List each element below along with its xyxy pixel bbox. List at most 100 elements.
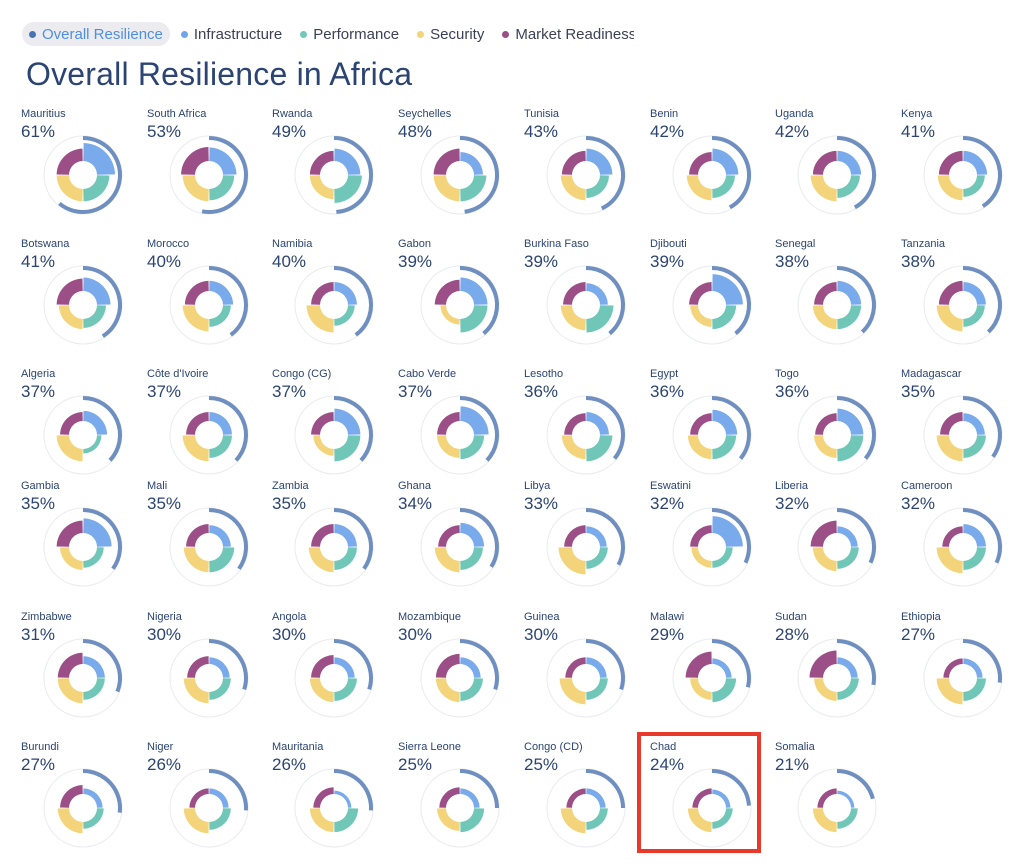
country-cell[interactable]: Mauritania 26% — [272, 741, 397, 859]
radial-chart — [294, 768, 374, 848]
infrastructure-sector — [209, 657, 230, 678]
overall-arc — [208, 266, 248, 337]
infrastructure-sector — [837, 526, 858, 547]
infrastructure-sector — [586, 148, 613, 175]
infrastructure-sector — [83, 410, 108, 435]
legend-item-infrastructure[interactable]: Infrastructure — [174, 22, 289, 46]
overall-arc — [459, 396, 499, 462]
country-cell[interactable]: Benin 42% — [650, 108, 775, 226]
country-cell[interactable]: Somalia 21% — [775, 741, 900, 859]
country-cell[interactable]: Angola 30% — [272, 611, 397, 729]
country-value: 40% — [147, 252, 182, 271]
legend-item-market-readiness[interactable]: Market Readiness — [495, 22, 634, 46]
market-sector — [187, 656, 209, 678]
country-cell[interactable]: Tunisia 43% — [524, 108, 649, 226]
radial-chart — [169, 768, 249, 848]
performance-sector — [83, 175, 110, 202]
security-sector — [435, 678, 460, 703]
country-cell[interactable]: Libya 33% — [524, 480, 649, 598]
country-cell[interactable]: Malawi 29% — [650, 611, 775, 729]
country-cell[interactable]: Sudan 28% — [775, 611, 900, 729]
country-cell[interactable]: Zambia 35% — [272, 480, 397, 598]
country-cell[interactable]: Mali 35% — [147, 480, 272, 598]
country-value: 42% — [650, 122, 685, 141]
market-sector — [943, 658, 963, 678]
market-sector — [940, 412, 963, 435]
country-cell[interactable]: Mauritius 61% — [21, 108, 146, 226]
country-name: Ethiopia — [901, 611, 941, 623]
security-sector — [437, 435, 460, 458]
market-sector — [685, 651, 712, 678]
country-cell[interactable]: Cameroon 32% — [901, 480, 1024, 598]
country-cell[interactable]: Eswatini 32% — [650, 480, 775, 598]
country-name: Congo (CG) — [272, 368, 332, 380]
radial-chart — [294, 265, 374, 345]
market-sector — [60, 412, 83, 435]
performance-sector — [83, 547, 104, 568]
security-sector — [56, 435, 83, 462]
country-cell[interactable]: Sierra Leone 25% — [398, 741, 523, 859]
country-cell[interactable]: Namibia 40% — [272, 238, 397, 356]
country-cell[interactable]: Cabo Verde 37% — [398, 368, 523, 486]
country-value: 38% — [775, 252, 810, 271]
security-sector — [183, 808, 209, 834]
legend-label: Infrastructure — [193, 25, 283, 43]
country-cell[interactable]: Chad 24% — [650, 741, 775, 859]
country-cell[interactable]: Congo (CG) 37% — [272, 368, 397, 486]
country-cell[interactable]: Ethiopia 27% — [901, 611, 1024, 729]
country-cell[interactable]: Mozambique 30% — [398, 611, 523, 729]
country-cell[interactable]: Senegal 38% — [775, 238, 900, 356]
country-cell[interactable]: Ghana 34% — [398, 480, 523, 598]
country-cell[interactable]: Botswana 41% — [21, 238, 146, 356]
country-cell[interactable]: Gabon 39% — [398, 238, 523, 356]
country-cell[interactable]: Zimbabwe 31% — [21, 611, 146, 729]
country-value: 32% — [650, 494, 685, 513]
country-cell[interactable]: Congo (CD) 25% — [524, 741, 649, 859]
country-cell[interactable]: Liberia 32% — [775, 480, 900, 598]
performance-sector — [334, 435, 361, 462]
country-cell[interactable]: Niger 26% — [147, 741, 272, 859]
security-sector — [561, 435, 586, 460]
security-sector — [309, 175, 334, 200]
security-sector — [812, 547, 837, 572]
country-name: South Africa — [147, 108, 207, 120]
radial-chart — [43, 265, 123, 345]
market-sector — [814, 282, 837, 305]
legend-item-overall-resilience[interactable]: Overall Resilience — [22, 22, 170, 46]
country-cell[interactable]: Gambia 35% — [21, 480, 146, 598]
country-cell[interactable]: Lesotho 36% — [524, 368, 649, 486]
radial-chart — [672, 265, 752, 345]
legend-item-performance[interactable]: Performance — [293, 22, 406, 46]
country-name: Uganda — [775, 108, 814, 120]
country-cell[interactable]: Burkina Faso 39% — [524, 238, 649, 356]
overall-arc — [585, 136, 625, 211]
performance-sector — [712, 305, 737, 330]
country-cell[interactable]: South Africa 53% — [147, 108, 272, 226]
legend-item-security[interactable]: Security — [410, 22, 491, 46]
market-sector — [311, 282, 334, 305]
market-sector — [438, 525, 460, 547]
country-cell[interactable]: Rwanda 49% — [272, 108, 397, 226]
country-cell[interactable]: Nigeria 30% — [147, 611, 272, 729]
country-cell[interactable]: Guinea 30% — [524, 611, 649, 729]
performance-sector — [586, 547, 608, 569]
performance-sector — [586, 435, 613, 462]
infrastructure-sector — [837, 280, 862, 305]
country-cell[interactable]: Togo 36% — [775, 368, 900, 486]
country-cell[interactable]: Uganda 42% — [775, 108, 900, 226]
country-cell[interactable]: Madagascar 35% — [901, 368, 1024, 486]
infrastructure-sector — [83, 143, 115, 175]
country-value: 25% — [398, 755, 433, 774]
country-cell[interactable]: Djibouti 39% — [650, 238, 775, 356]
country-cell[interactable]: Algeria 37% — [21, 368, 146, 486]
country-cell[interactable]: Morocco 40% — [147, 238, 272, 356]
country-cell[interactable]: Burundi 27% — [21, 741, 146, 859]
performance-sector — [712, 808, 733, 829]
country-name: Kenya — [901, 108, 933, 120]
country-cell[interactable]: Côte d'Ivoire 37% — [147, 368, 272, 486]
country-value: 41% — [21, 252, 56, 271]
country-cell[interactable]: Tanzania 38% — [901, 238, 1024, 356]
country-cell[interactable]: Egypt 36% — [650, 368, 775, 486]
country-cell[interactable]: Kenya 41% — [901, 108, 1024, 226]
country-cell[interactable]: Seychelles 48% — [398, 108, 523, 226]
